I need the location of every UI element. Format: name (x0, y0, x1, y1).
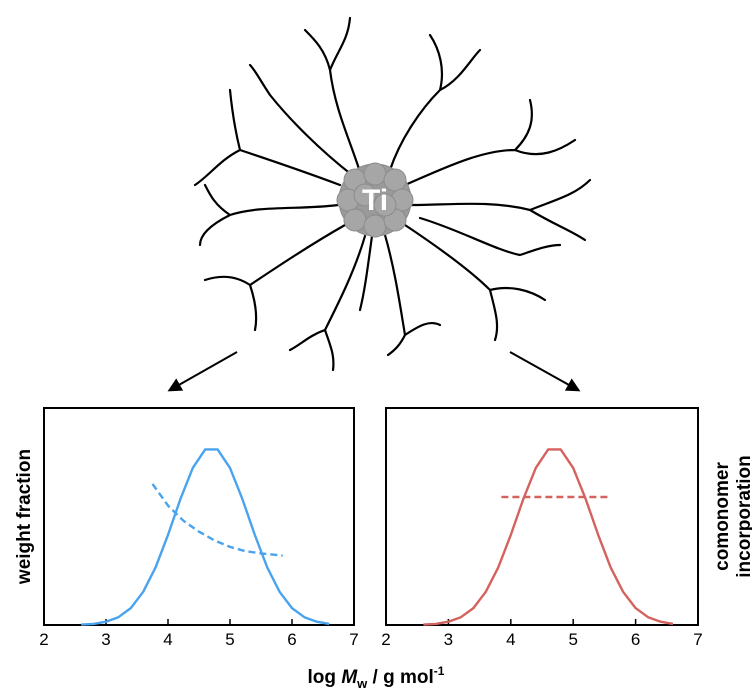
x-tick-label: 7 (349, 630, 358, 649)
line (423, 448, 674, 626)
arrow (509, 351, 581, 392)
dashed-line (151, 483, 283, 557)
x-tick-label: 7 (693, 630, 702, 649)
x-label-part: / g mol (373, 667, 434, 688)
line (81, 448, 330, 626)
x-label-part: w (356, 676, 368, 691)
x-label-part: M (341, 667, 358, 688)
x-tick-label: 2 (381, 630, 390, 649)
x-tick-label: 6 (287, 630, 296, 649)
plot-frame (385, 407, 699, 626)
x-tick-label: 3 (444, 630, 453, 649)
x-axis-label: log Mw / g mol-1 (308, 664, 445, 691)
y-axis-label: comonomer (712, 462, 733, 571)
x-tick-label: 6 (631, 630, 640, 649)
x-tick-label: 4 (506, 630, 515, 649)
plot-frame (43, 407, 355, 626)
arrow (167, 351, 238, 392)
x-tick-label: 3 (101, 630, 110, 649)
ti-cluster (336, 162, 414, 238)
y-axis-label: weight fraction (14, 449, 35, 585)
x-label-part: log (308, 667, 337, 688)
x-tick-label: 4 (163, 630, 172, 649)
metal-label: Ti (362, 184, 388, 217)
x-tick-label: 2 (39, 630, 48, 649)
x-tick-label: 5 (568, 630, 577, 649)
polymer-arms (193, 16, 592, 372)
y-axis-label: incorporation (734, 455, 752, 577)
x-label-part: -1 (434, 664, 445, 678)
x-tick-label: 5 (225, 630, 234, 649)
